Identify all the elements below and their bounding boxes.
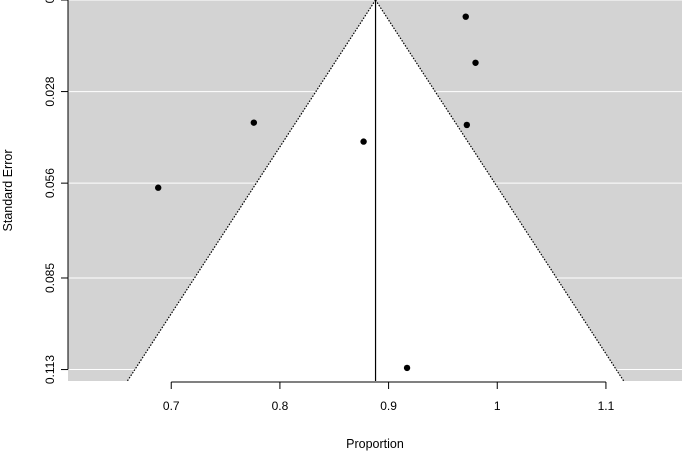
x-tick-label-1: 0.8 — [272, 399, 289, 413]
y-tick-label-2: 0.056 — [43, 168, 57, 198]
y-tick-label-4: 0.113 — [43, 355, 57, 384]
data-point-0 — [462, 13, 469, 20]
data-point-2 — [250, 119, 258, 126]
y-axis-title: Standard Error — [1, 150, 15, 232]
x-tick-label-3: 1 — [494, 399, 501, 413]
y-axis: 0 0.028 0.056 0.085 0.113 — [43, 0, 69, 384]
x-tick-label-4: 1.1 — [598, 399, 615, 413]
data-point-5 — [154, 184, 162, 191]
data-point-6 — [403, 364, 411, 372]
data-point-1 — [472, 59, 479, 66]
data-point-4 — [360, 138, 367, 145]
plot-area — [68, 0, 682, 382]
y-tick-label-3: 0.085 — [43, 263, 57, 293]
data-point-3 — [463, 121, 471, 129]
x-tick-label-2: 0.9 — [380, 399, 397, 413]
x-axis-title: Proportion — [346, 437, 404, 451]
funnel-left-boundary — [126, 0, 377, 382]
y-tick-label-0: 0 — [43, 0, 57, 3]
y-tick-label-1: 0.028 — [43, 76, 57, 106]
x-tick-label-0: 0.7 — [163, 399, 180, 413]
x-axis: 0.7 0.8 0.9 1 1.1 — [163, 381, 615, 413]
funnel-right-boundary — [375, 0, 625, 382]
